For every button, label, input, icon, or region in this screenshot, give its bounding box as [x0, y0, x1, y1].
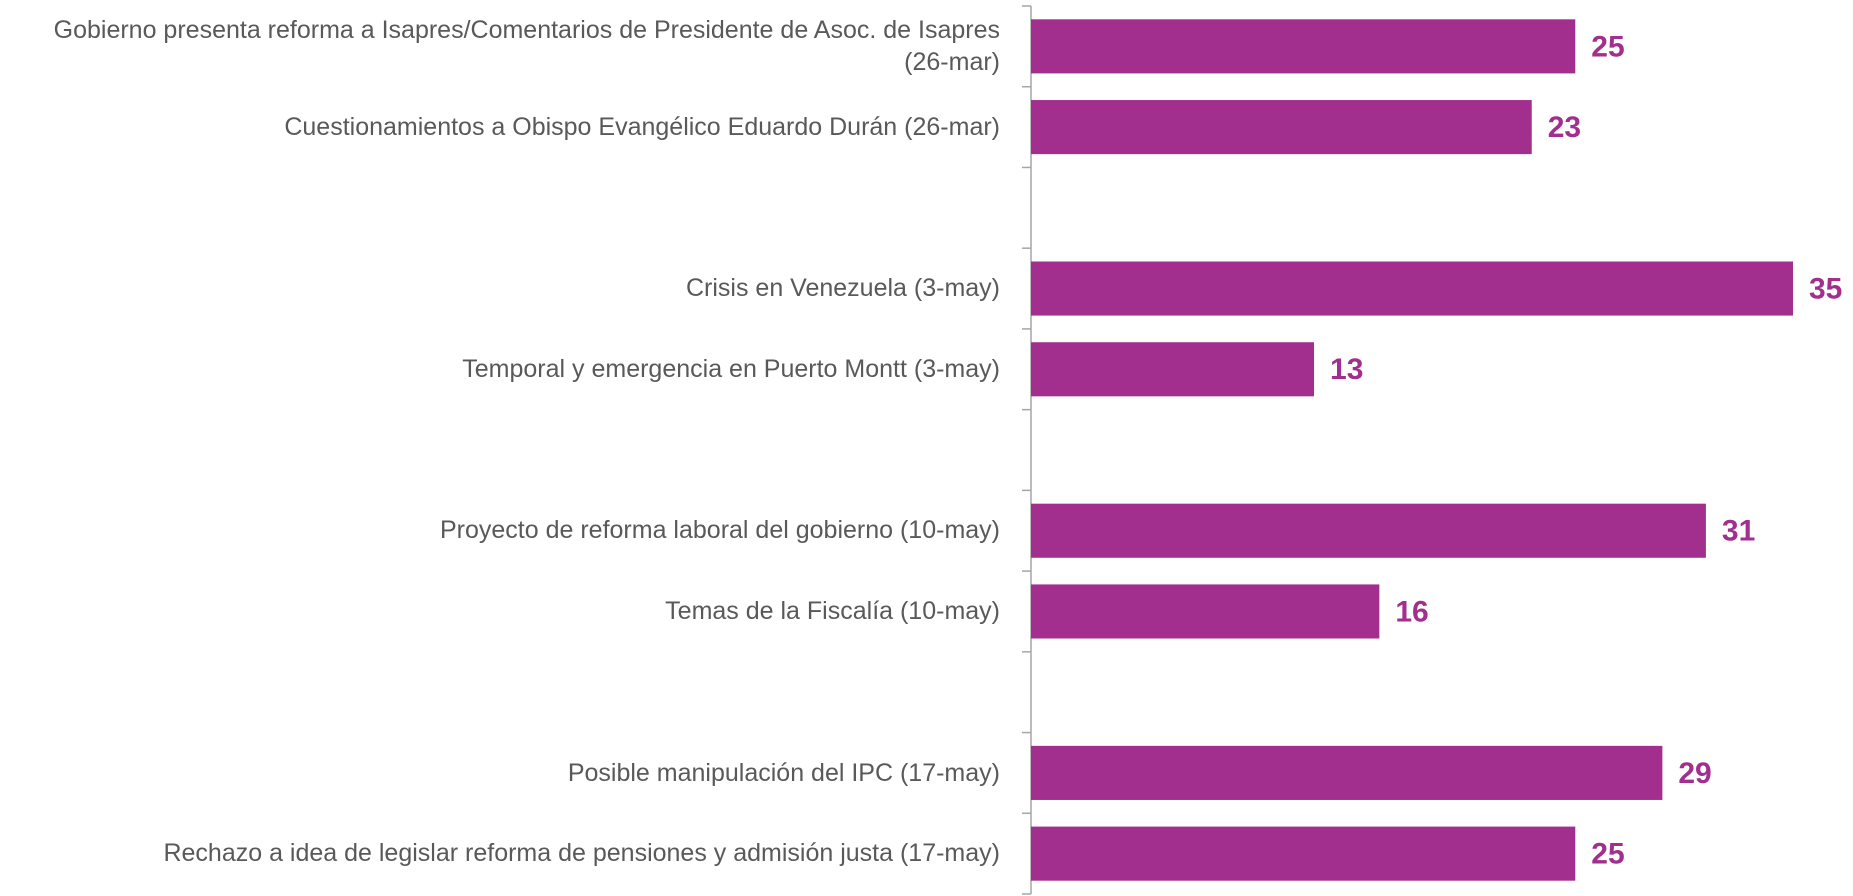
- value-label: 16: [1395, 595, 1428, 628]
- category-label: Rechazo a idea de legislar reforma de pe…: [163, 839, 1000, 868]
- bar: [1031, 826, 1576, 881]
- value-label: 13: [1330, 353, 1363, 386]
- category-label: Gobierno presenta reforma a Isapres/Come…: [53, 15, 1000, 77]
- category-label: Temporal y emergencia en Puerto Montt (3…: [462, 355, 1000, 384]
- category-label: Proyecto de reforma laboral del gobierno…: [440, 516, 1000, 545]
- value-label: 29: [1678, 757, 1711, 790]
- value-label: 23: [1548, 111, 1581, 144]
- value-label: 31: [1722, 515, 1755, 548]
- bar: [1031, 584, 1380, 639]
- bar: [1031, 100, 1532, 155]
- category-label: Cuestionamientos a Obispo Evangélico Edu…: [284, 112, 1000, 141]
- category-label: Temas de la Fiscalía (10-may): [665, 597, 1000, 626]
- bar: [1031, 342, 1315, 397]
- value-label: 25: [1591, 30, 1624, 63]
- bar: [1031, 745, 1663, 800]
- category-label: Posible manipulación del IPC (17-may): [567, 758, 1000, 787]
- bar: [1031, 503, 1706, 558]
- value-label: 35: [1809, 272, 1842, 305]
- bar: [1031, 19, 1576, 74]
- value-label: 25: [1591, 838, 1624, 871]
- category-label: Crisis en Venezuela (3-may): [685, 274, 1000, 303]
- bar: [1031, 261, 1793, 316]
